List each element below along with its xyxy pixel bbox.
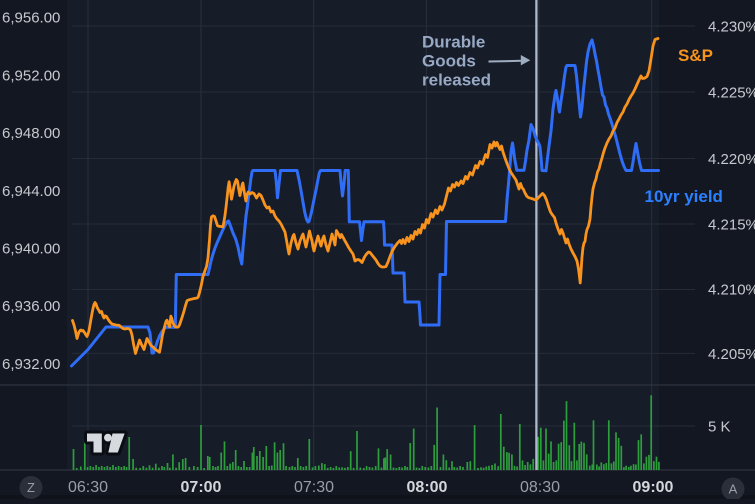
svg-text:4.225%: 4.225% [708, 85, 755, 102]
svg-text:6,952.00: 6,952.00 [2, 67, 60, 84]
svg-text:4.230%: 4.230% [708, 19, 755, 36]
svg-text:10yr yield: 10yr yield [645, 187, 723, 206]
svg-text:S&P: S&P [678, 46, 713, 65]
svg-text:6,940.00: 6,940.00 [2, 241, 60, 258]
svg-text:08:00: 08:00 [407, 479, 448, 496]
svg-text:released: released [422, 71, 491, 90]
svg-text:07:30: 07:30 [294, 479, 334, 496]
svg-text:6,944.00: 6,944.00 [2, 183, 60, 200]
svg-text:Durable: Durable [422, 33, 485, 52]
svg-text:A: A [729, 482, 738, 497]
svg-text:6,932.00: 6,932.00 [2, 356, 60, 373]
svg-text:07:00: 07:00 [181, 479, 222, 496]
svg-text:6,956.00: 6,956.00 [2, 10, 60, 27]
svg-text:06:30: 06:30 [68, 479, 108, 496]
svg-text:6,936.00: 6,936.00 [2, 298, 60, 315]
svg-text:5 K: 5 K [708, 419, 731, 436]
svg-text:08:30: 08:30 [520, 479, 560, 496]
svg-text:Goods: Goods [422, 51, 476, 70]
svg-text:Z: Z [27, 480, 35, 495]
svg-text:4.220%: 4.220% [708, 151, 755, 168]
svg-text:4.205%: 4.205% [708, 346, 755, 363]
svg-text:09:00: 09:00 [633, 479, 674, 496]
svg-text:4.210%: 4.210% [708, 282, 755, 299]
svg-text:4.215%: 4.215% [708, 217, 755, 234]
svg-text:6,948.00: 6,948.00 [2, 125, 60, 142]
